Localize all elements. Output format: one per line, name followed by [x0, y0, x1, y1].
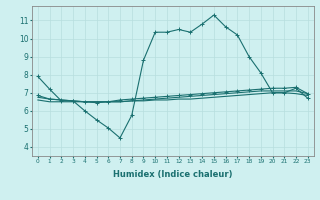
X-axis label: Humidex (Indice chaleur): Humidex (Indice chaleur)	[113, 170, 233, 179]
